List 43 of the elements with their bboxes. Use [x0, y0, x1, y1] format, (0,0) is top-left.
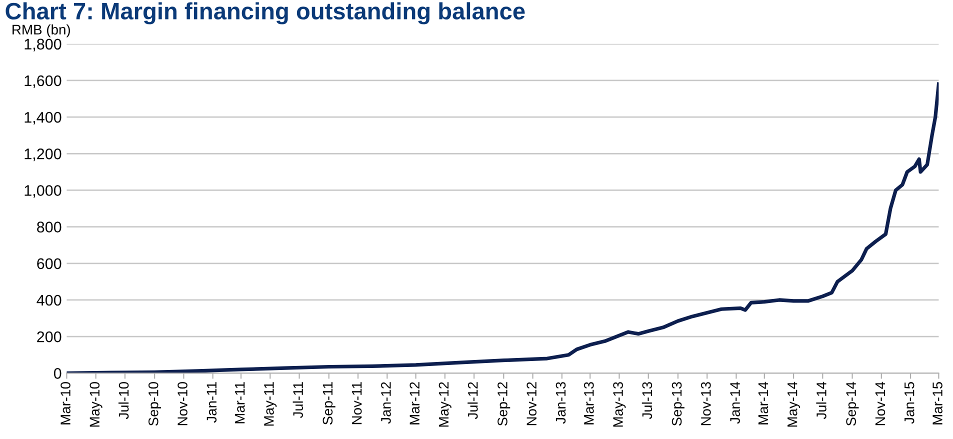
x-tick-label: Mar-13	[584, 382, 594, 424]
x-tick-label: Mar-15	[932, 382, 942, 424]
x-tick-label: Nov-13	[700, 382, 711, 426]
x-tick-label: Sep-13	[672, 382, 684, 426]
x-tick-label: Jul-10	[118, 382, 129, 420]
y-tick-label: 1,400	[24, 112, 62, 125]
x-tick-label: Sep-12	[498, 382, 510, 426]
x-tick-label: Jul-14	[816, 382, 826, 420]
y-tick-label: 400	[36, 294, 62, 306]
x-tick-label: Mar-12	[410, 382, 420, 424]
x-tick-label: Jul-13	[642, 382, 652, 420]
x-tick-label: Mar-10	[60, 382, 70, 424]
x-tick-label: Mar-14	[758, 382, 768, 424]
x-tick-label: Jul-12	[468, 382, 478, 420]
x-tick-label: May-12	[438, 382, 452, 427]
x-tick-label: Sep-11	[322, 382, 336, 425]
y-tick-label: 600	[37, 258, 62, 270]
x-tick-label: Sep-10	[148, 382, 162, 426]
x-tick-label: Nov-11	[352, 382, 362, 424]
x-tick-label: Jan-13	[556, 382, 566, 424]
x-tick-label: Mar-11	[235, 382, 245, 424]
x-tick-label: May-13	[613, 382, 626, 427]
y-axis-title: RMB (bn)	[12, 24, 70, 38]
x-tick-label: Nov-14	[875, 382, 886, 426]
x-tick-label: Nov-10	[178, 382, 188, 426]
y-tick-label: 1,200	[24, 148, 62, 162]
x-tick-label: Nov-12	[526, 382, 537, 426]
x-tick-label: Jul-11	[292, 382, 303, 418]
y-tick-label: 800	[37, 222, 62, 233]
x-tick-label: Jan-15	[904, 382, 914, 424]
x-tick-label: May-14	[788, 382, 800, 427]
y-tick-label: 1,800	[24, 38, 62, 52]
x-tick-label: May-10	[90, 382, 102, 427]
x-tick-label: Jan-12	[381, 382, 391, 424]
x-tick-label: Sep-14	[846, 382, 859, 426]
chart-title: Chart 7: Margin financing outstanding balance	[6, 2, 525, 24]
y-tick-label: 1,600	[24, 75, 62, 88]
x-tick-label: May-11	[264, 382, 277, 426]
y-tick-label: 1,000	[24, 185, 62, 198]
x-tick-label: Jan-14	[730, 382, 740, 424]
y-tick-label: 0	[54, 368, 62, 379]
x-tick-label: Jan-11	[206, 382, 217, 423]
y-tick-label: 200	[37, 331, 62, 342]
